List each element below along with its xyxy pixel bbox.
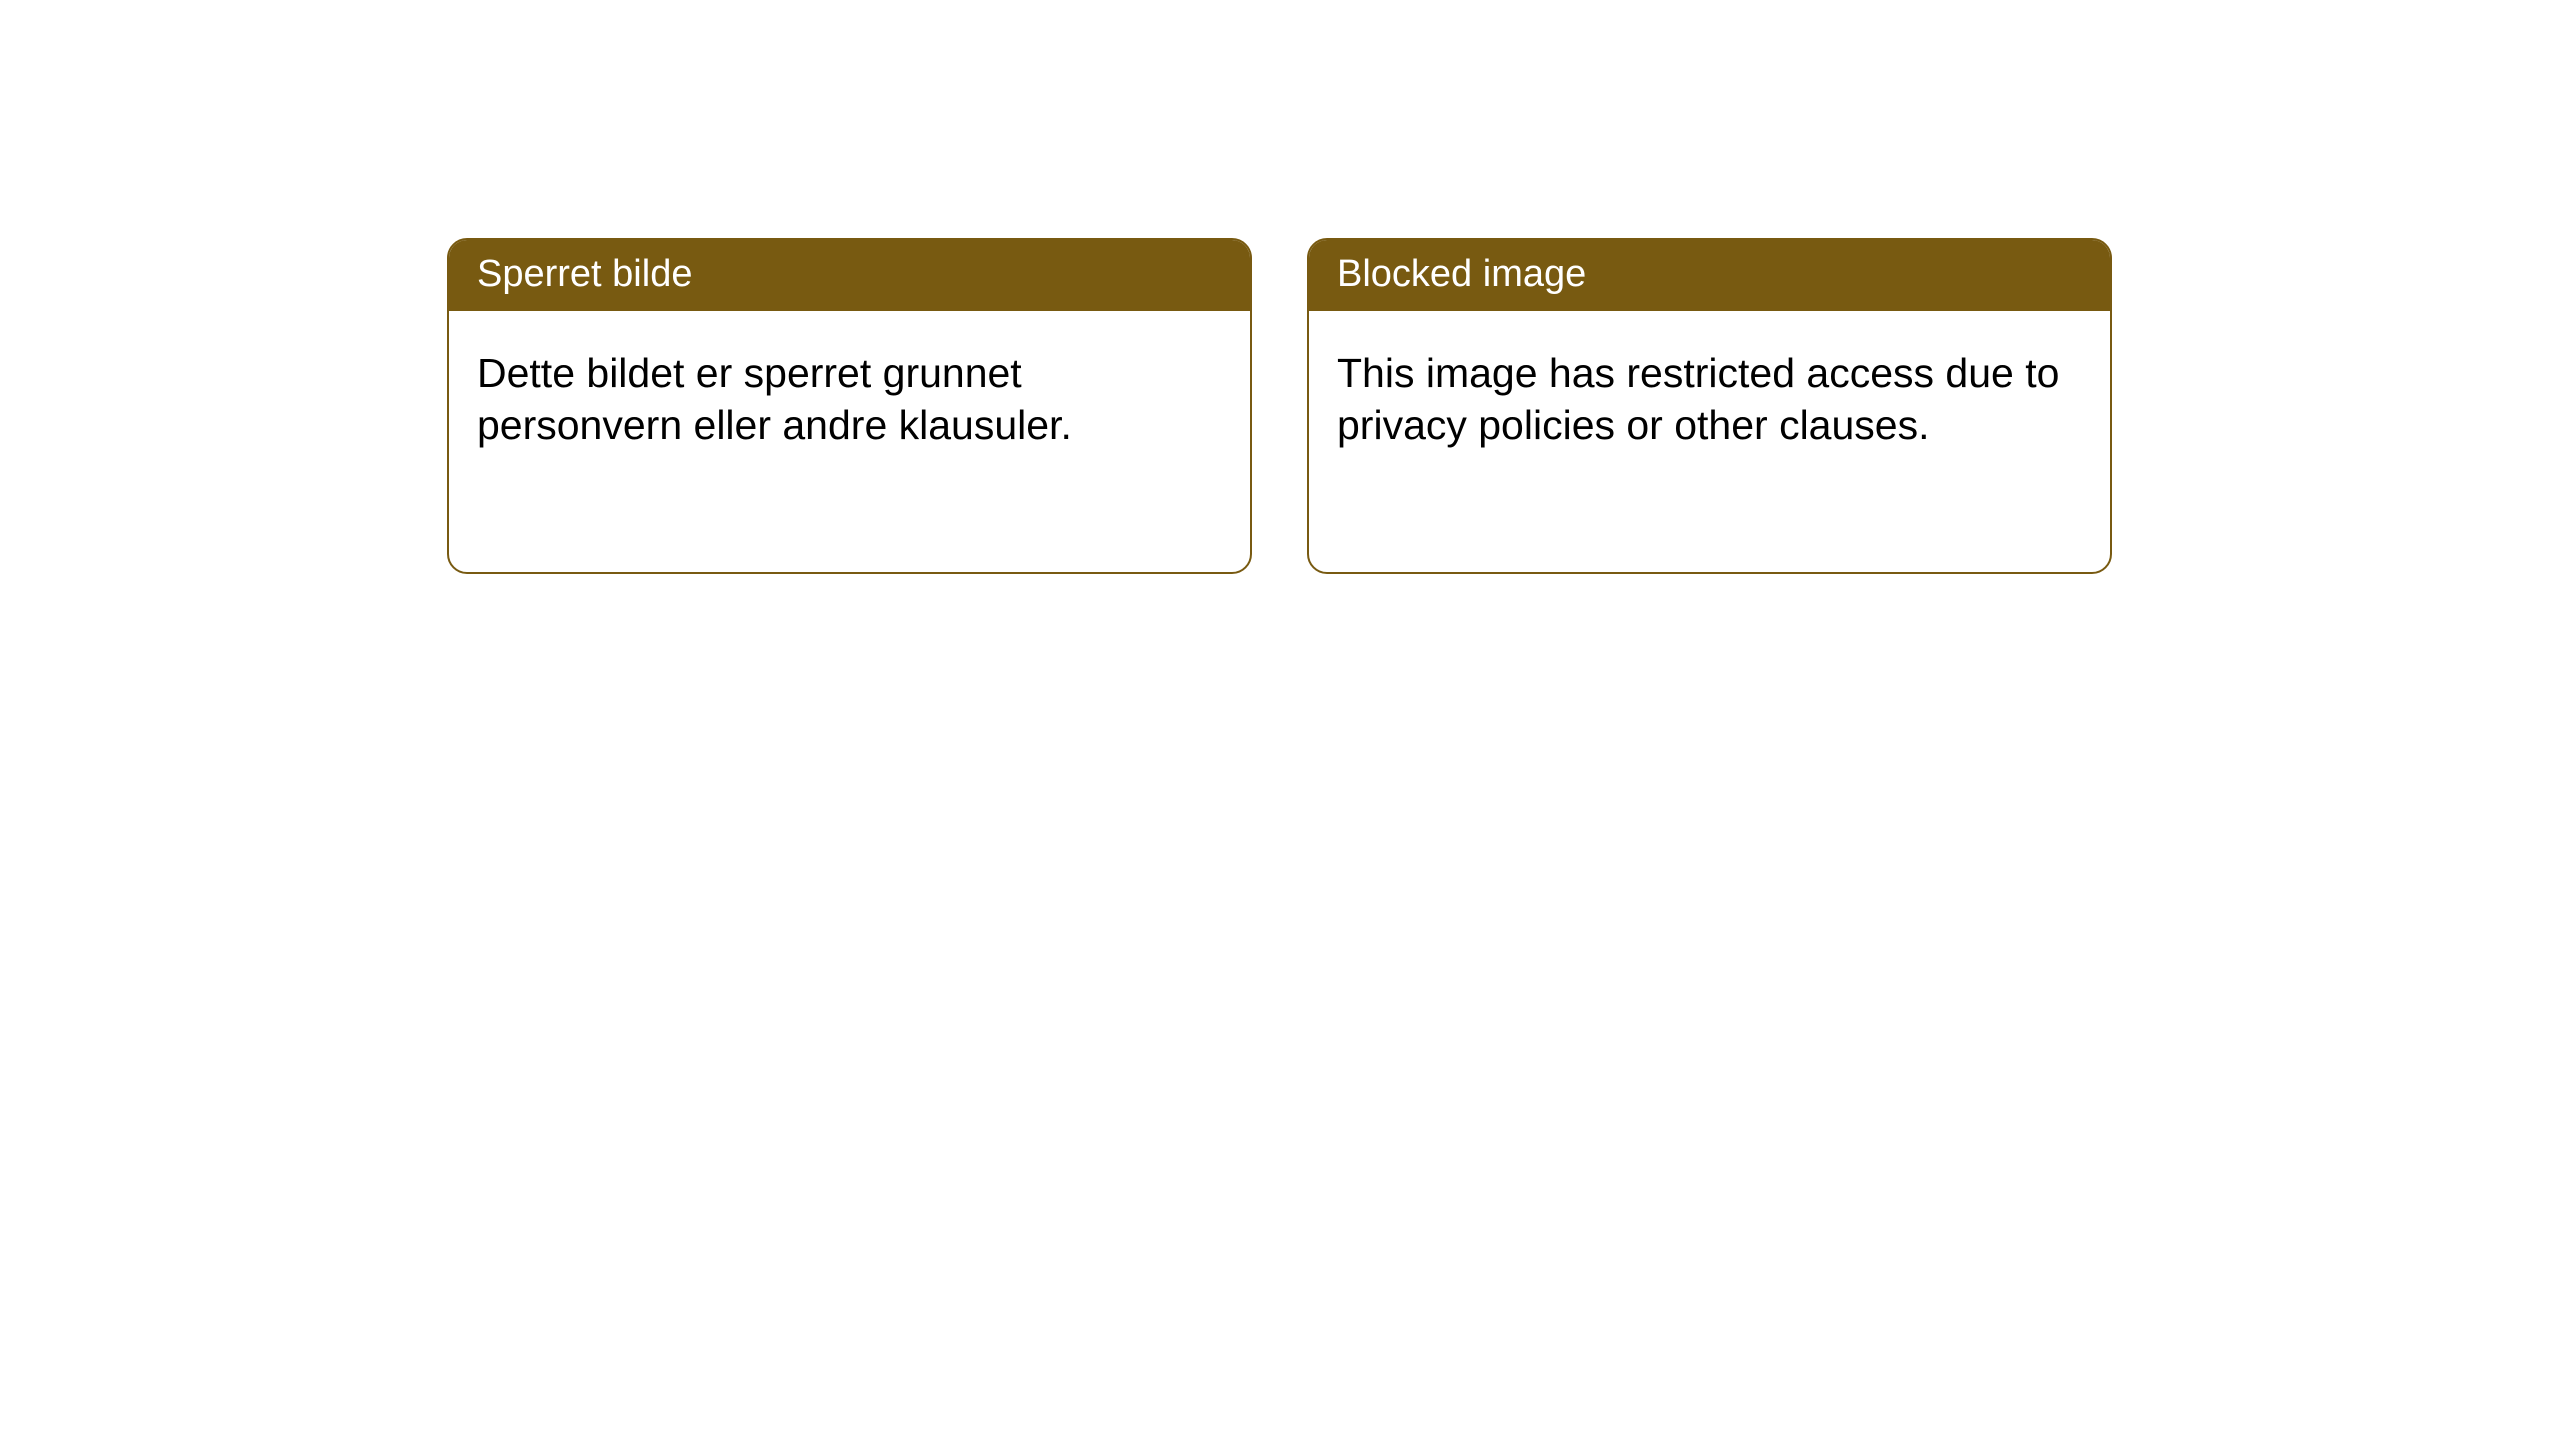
notice-container: Sperret bilde Dette bildet er sperret gr… [0,0,2560,574]
notice-body-english: This image has restricted access due to … [1309,311,2110,487]
notice-card-english: Blocked image This image has restricted … [1307,238,2112,574]
notice-header-english: Blocked image [1309,240,2110,311]
notice-card-norwegian: Sperret bilde Dette bildet er sperret gr… [447,238,1252,574]
notice-body-norwegian: Dette bildet er sperret grunnet personve… [449,311,1250,487]
notice-header-norwegian: Sperret bilde [449,240,1250,311]
